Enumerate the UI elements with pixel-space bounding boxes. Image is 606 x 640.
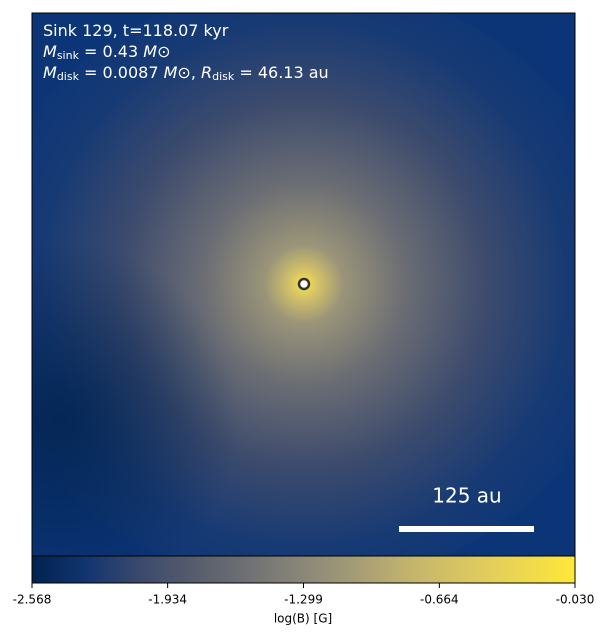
annotation-part: Sink 129, t=118.07 kyr (43, 21, 229, 40)
annotation-part: M (143, 42, 157, 61)
annotation-part: ⊙ (177, 63, 190, 82)
annotation-part: disk (212, 70, 235, 83)
colorbar-tick-label: -0.664 (420, 593, 459, 607)
annotation-part: = 46.13 au (234, 63, 328, 82)
annotation-part: M (43, 42, 57, 61)
sink-marker (297, 277, 311, 291)
scale-bar-label: 125 au (432, 484, 501, 508)
annotation-line: Sink 129, t=118.07 kyr (43, 21, 229, 40)
annotation-part: sink (57, 49, 80, 62)
colorbar (31, 555, 576, 584)
annotation-part: = 0.0087 (79, 63, 164, 82)
annotation-part: , (191, 63, 201, 82)
annotation-part: disk (57, 70, 80, 83)
annotation-line: Msink = 0.43 M⊙ (43, 42, 170, 63)
field-image (32, 13, 575, 556)
colorbar-tick-label: -2.568 (13, 593, 52, 607)
annotation-part: = 0.43 (79, 42, 143, 61)
colorbar-tick-label: -1.934 (148, 593, 187, 607)
annotation-part: R (201, 63, 212, 82)
annotation-part: M (43, 63, 57, 82)
annotation-part: ⊙ (157, 42, 170, 61)
annotation-part: M (164, 63, 178, 82)
colorbar-tick-label: -0.030 (556, 593, 595, 607)
colorbar-label: log(B) [G] (274, 612, 332, 626)
colorbar-tick-label: -1.299 (284, 593, 323, 607)
annotation-line: Mdisk = 0.0087 M⊙, Rdisk = 46.13 au (43, 63, 329, 84)
